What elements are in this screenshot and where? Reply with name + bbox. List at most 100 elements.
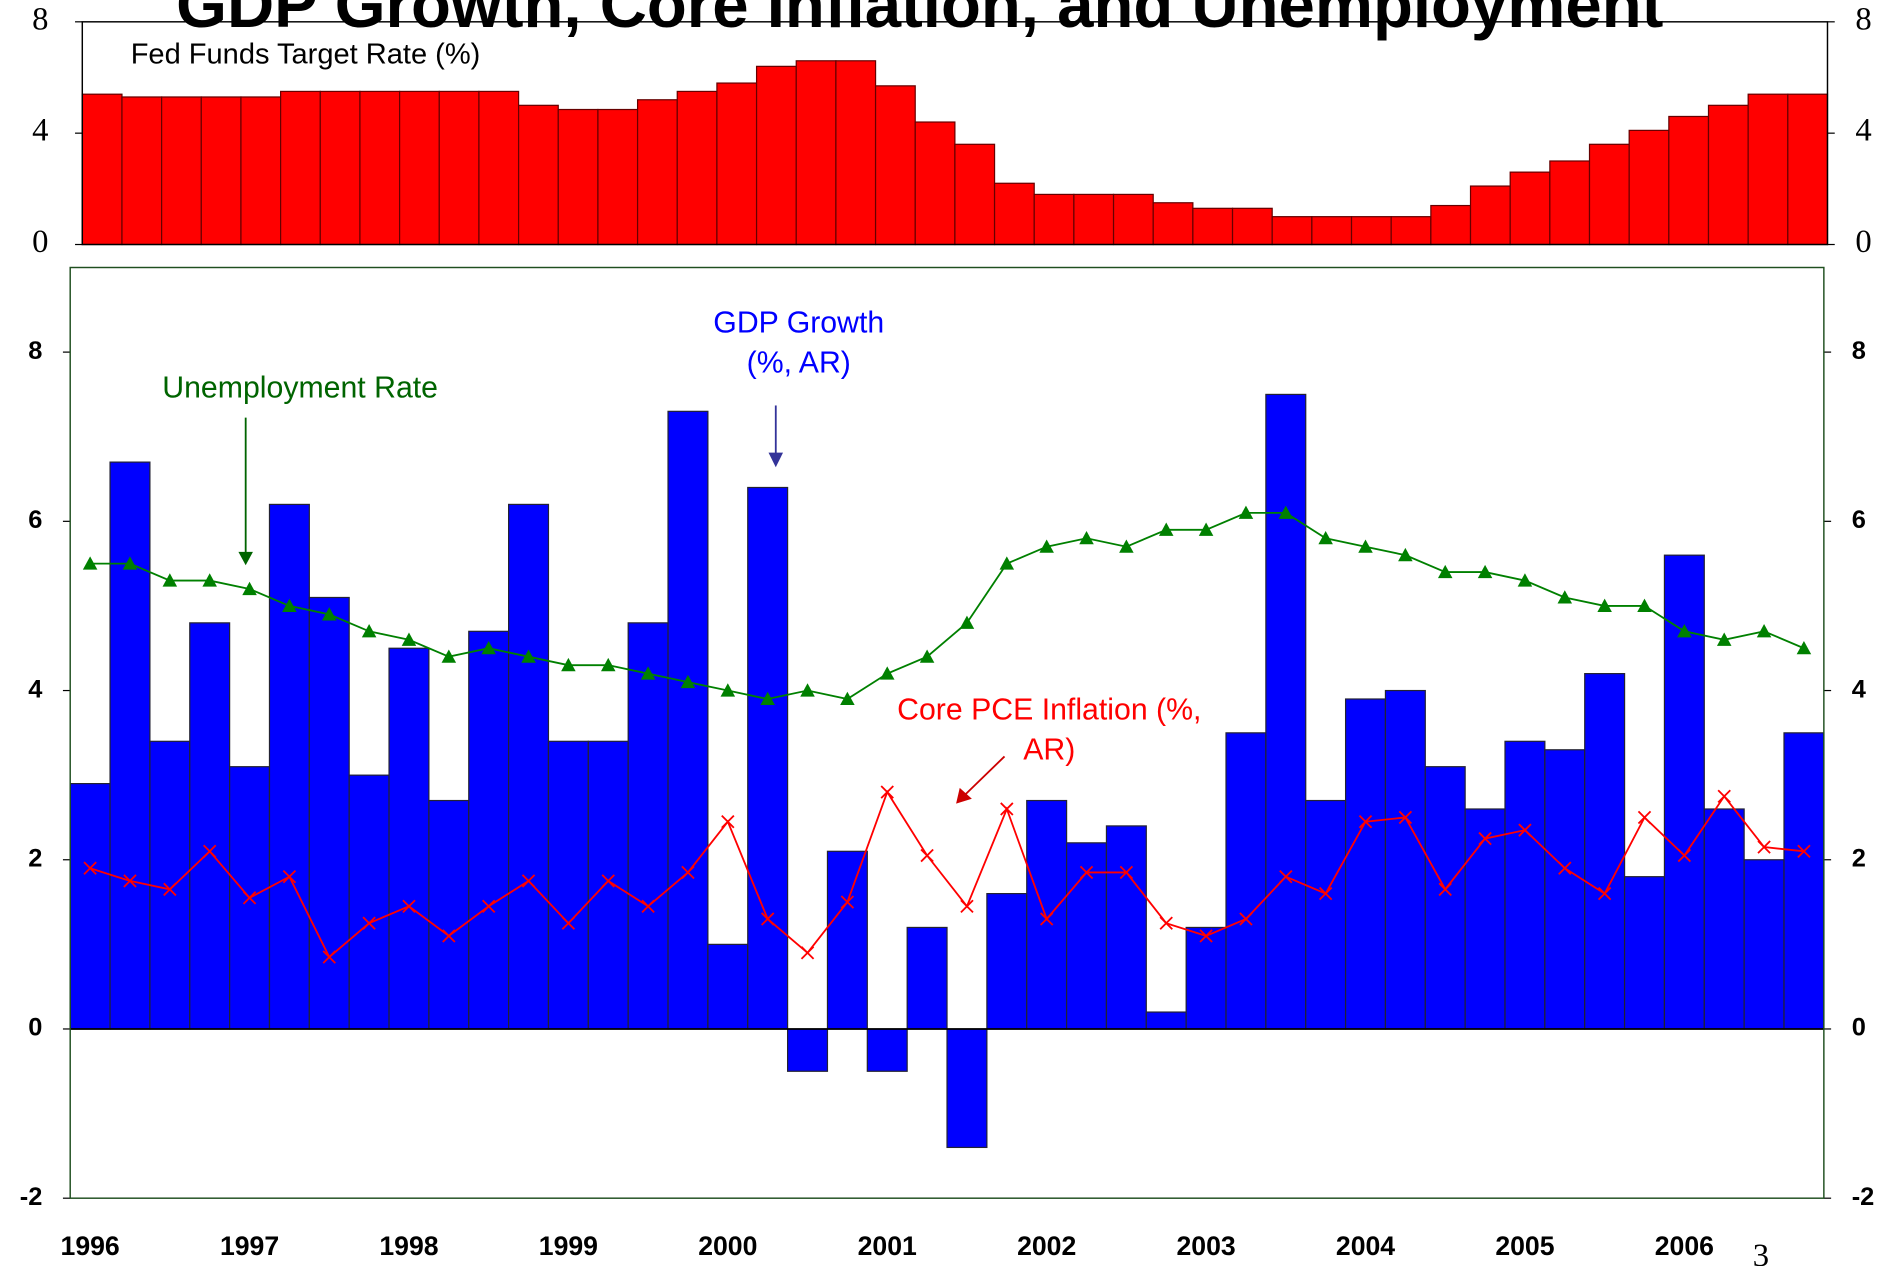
y-tick-label: 0 [28,1014,42,1042]
marker [1199,929,1213,943]
bar [1509,171,1551,246]
x-tick-label: 2005 [1495,1231,1554,1261]
marker [1518,823,1532,837]
marker [1158,522,1174,536]
marker [960,899,974,913]
bar [1783,732,1825,1030]
x-tick-label: 2006 [1655,1231,1714,1261]
marker [1597,886,1612,901]
x-tick-label: 2000 [698,1231,757,1261]
bar [161,96,202,246]
marker [83,861,97,875]
marker [1198,522,1214,536]
marker [1437,564,1453,579]
bar [149,740,191,1030]
bar [946,1028,988,1149]
y2-tick-label: 8 [1852,337,1866,365]
series-line [89,790,1805,959]
marker [919,649,935,663]
annotation: Core PCE Inflation (%, [897,694,1201,727]
marker [1438,882,1452,897]
marker [800,683,815,697]
marker [1278,505,1294,519]
marker [640,666,656,680]
marker [1558,861,1572,875]
marker [561,916,576,930]
y2-tick-label: 0 [1852,1014,1866,1042]
bar [795,60,837,246]
bar [1265,393,1307,1030]
bar [508,503,550,1030]
x-tick-label: 2003 [1176,1231,1235,1261]
marker [600,657,616,672]
marker [1478,831,1492,846]
marker [1159,916,1173,930]
bar [1192,207,1234,246]
marker [880,785,894,799]
bar [69,783,111,1030]
marker [1279,869,1293,884]
marker [1637,598,1652,612]
marker [840,895,855,909]
marker [760,691,775,706]
marker [521,649,536,663]
marker [481,640,496,655]
y2-tick-label: -2 [1852,1183,1875,1211]
bar [359,90,401,246]
marker [282,869,297,884]
marker [122,556,138,570]
bar [189,622,231,1030]
bar [1185,926,1227,1030]
marker [1358,814,1373,829]
bar [676,90,718,246]
marker [879,666,895,680]
bar [627,622,669,1030]
marker [999,556,1015,570]
marker [321,607,337,621]
marker [1557,590,1573,604]
marker [760,912,775,926]
y2-tick-label: 4 [1855,113,1871,149]
bar [438,90,480,246]
x-tick-label: 2002 [1017,1231,1076,1261]
annotation: Unemployment Rate [162,372,438,405]
marker [1757,840,1771,854]
bar [1231,207,1273,246]
bar [1584,673,1626,1030]
marker [242,581,257,596]
arrow-head [956,787,972,804]
marker [1358,539,1373,553]
bar [398,90,440,246]
y2-tick-label: 8 [1855,1,1871,37]
bar [1588,143,1630,246]
y-tick-label: -2 [20,1183,43,1211]
plot-frame [69,266,1825,1199]
y2-tick-label: 4 [1852,675,1866,703]
y-tick-label: 2 [28,844,42,872]
marker [442,929,456,943]
y-tick-label: 4 [32,113,48,149]
bar [1430,204,1472,246]
bar [81,93,123,246]
annotation: (%, AR) [747,346,851,379]
arrow-head [238,551,253,566]
bar [1464,808,1506,1030]
marker [1238,505,1254,519]
marker [641,899,655,913]
bar [826,850,868,1030]
marker [1079,530,1094,545]
marker [282,598,297,612]
marker [361,624,377,638]
marker [521,874,536,888]
bar [308,596,350,1030]
bar [1305,799,1347,1030]
bar [1112,193,1154,246]
bar [1033,193,1075,246]
marker [1716,632,1732,646]
marker [123,874,137,888]
marker [1637,810,1652,825]
marker [1119,865,1134,880]
marker [681,865,695,880]
marker [721,814,735,829]
marker [163,882,177,897]
